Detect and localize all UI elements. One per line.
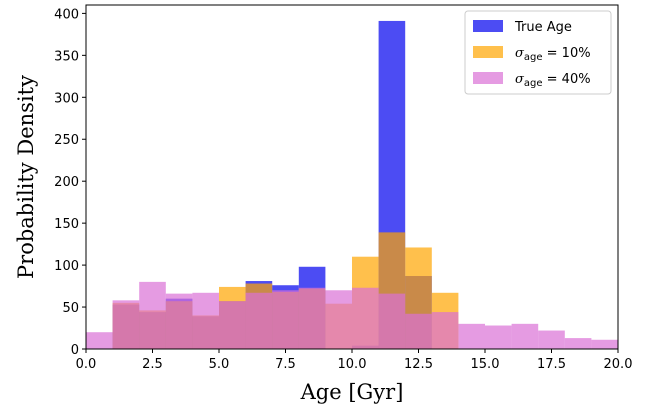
legend-entry-label: True Age [514,20,572,35]
x-tick-label: 17.5 [537,357,566,372]
legend-entry-label: σage = 40% [515,72,591,89]
bar-series-2-bin-2 [139,281,166,349]
bar-series-2-bin-11 [378,293,406,349]
x-tick-label: 0.0 [76,357,97,372]
bar-series-2-bin-8 [298,287,326,349]
y-tick-label: 100 [54,259,79,274]
bar-series-2-bin-5 [219,301,246,349]
legend-entry-label: σage = 10% [515,46,591,63]
bar-series-2-bin-3 [165,293,193,349]
x-tick-label: 7.5 [275,357,296,372]
bar-series-2-bin-6 [245,292,273,349]
y-tick-label: 300 [54,91,79,106]
legend: True Age σage = 10% σage = 40% [464,10,612,95]
bar-series-2-bin-19 [591,339,618,349]
bar-series-2-bin-7 [272,290,299,349]
bar-series-2-bin-12 [405,313,432,349]
bar-series-2-bin-9 [325,290,352,349]
axes-layer: 0.0 2.5 5.0 7.5 10.0 12.5 15.0 17.5 20.0 0 50 100 15… [54,4,633,372]
bar-series-2-bin-10 [352,287,379,349]
y-tick-label: 50 [62,301,79,316]
bar-series-2-bin-14 [458,323,485,349]
bar-series-2-bin-4 [192,292,219,349]
x-tick-label: 15.0 [471,357,500,372]
bar-series-2-bin-17 [538,330,565,349]
x-tick-label: 12.5 [404,357,433,372]
y-tick-label: 150 [54,217,79,232]
y-tick-label: 0 [71,343,79,358]
y-tick-label: 400 [54,7,79,22]
bar-series-2-bin-16 [511,323,539,349]
bar-series-2-bin-1 [112,300,140,349]
x-axis-label: Age [Gyr] [300,380,404,404]
y-axis-label: Probability Density [14,75,38,279]
legend-swatch [473,72,503,84]
x-tick-label: 5.0 [209,357,230,372]
x-tick-label: 10.0 [338,357,367,372]
bars-layer [86,20,618,349]
x-tick-label: 2.5 [142,357,163,372]
y-tick-label: 250 [54,133,79,148]
y-tick-label: 350 [54,49,79,64]
bar-series-2-bin-0 [86,332,113,349]
bar-series-2-bin-13 [431,312,459,349]
bar-series-2-bin-15 [485,325,512,349]
x-tick-label: 20.0 [604,357,633,372]
y-tick-label: 200 [54,175,79,190]
bar-series-2-bin-18 [564,338,592,349]
legend-swatch [473,46,503,58]
legend-swatch [473,20,503,32]
